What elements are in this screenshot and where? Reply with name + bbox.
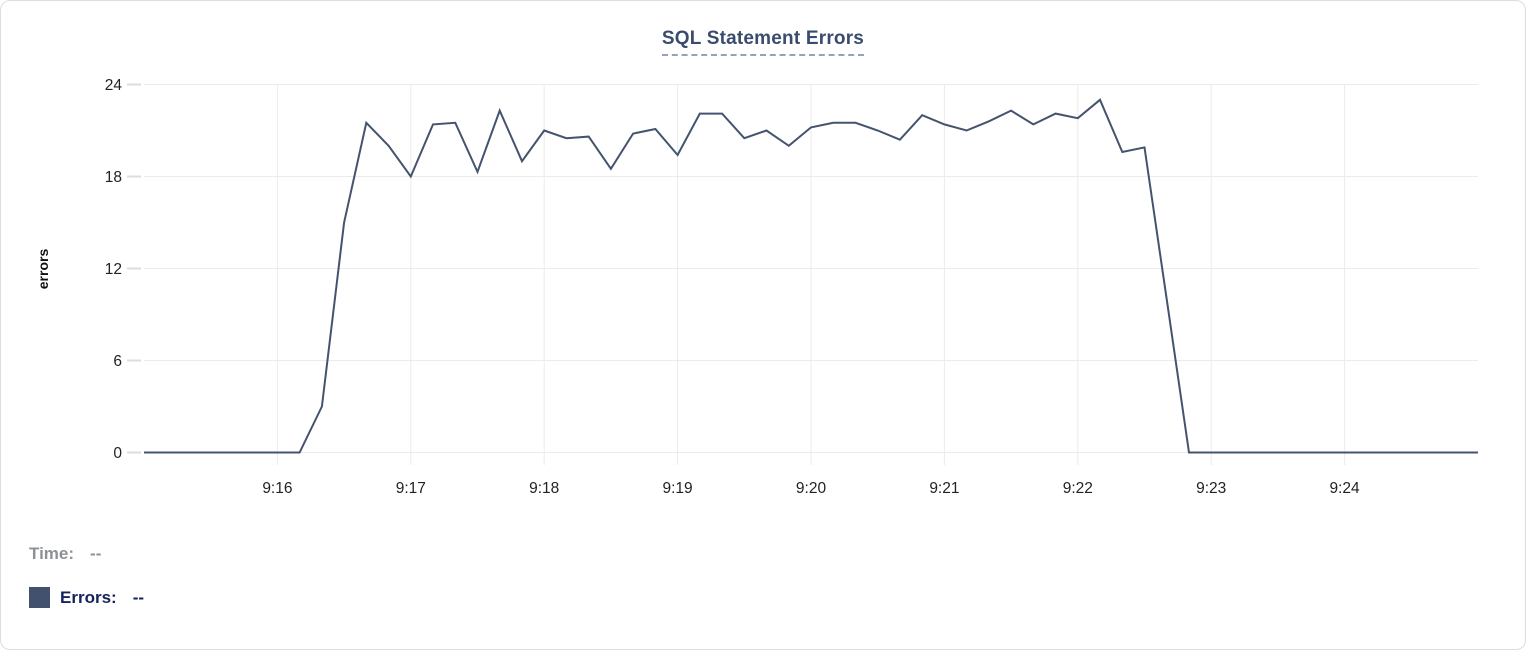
y-axis-title: errors	[35, 249, 51, 290]
x-tick-label: 9:17	[396, 480, 426, 497]
x-tick-label: 9:24	[1330, 480, 1361, 497]
legend-errors-row: Errors: --	[29, 587, 144, 608]
chart-header: SQL Statement Errors	[1, 28, 1525, 56]
legend-time-label: Time:	[29, 544, 75, 563]
x-tick-label: 9:23	[1196, 480, 1226, 497]
y-tick-label: 12	[105, 261, 122, 278]
legend-errors-label: Errors:	[60, 587, 117, 607]
x-tick-label: 9:20	[796, 480, 827, 497]
y-tick-label: 18	[105, 169, 122, 186]
legend-time-value: --	[90, 544, 102, 563]
x-tick-label: 9:21	[929, 480, 959, 497]
y-tick-label: 6	[113, 353, 122, 370]
x-tick-label: 9:16	[262, 480, 292, 497]
x-tick-label: 9:18	[529, 480, 559, 497]
errors-series-line	[144, 98, 1478, 454]
legend-errors-value: --	[132, 587, 145, 607]
legend-errors-swatch-icon	[29, 587, 50, 608]
y-tick-label: 0	[113, 445, 122, 462]
y-tick-label: 24	[105, 77, 123, 94]
errors-line-chart[interactable]: 0 6 12 18 24 9:16 9:17 9:18 9:19 9:20 9:21 9:22 9:23…	[1, 1, 1526, 501]
legend-time-row: Time: --	[29, 544, 101, 564]
chart-title[interactable]: SQL Statement Errors	[661, 28, 865, 56]
x-tick-label: 9:22	[1063, 480, 1093, 497]
x-tick-label: 9:19	[663, 480, 693, 497]
